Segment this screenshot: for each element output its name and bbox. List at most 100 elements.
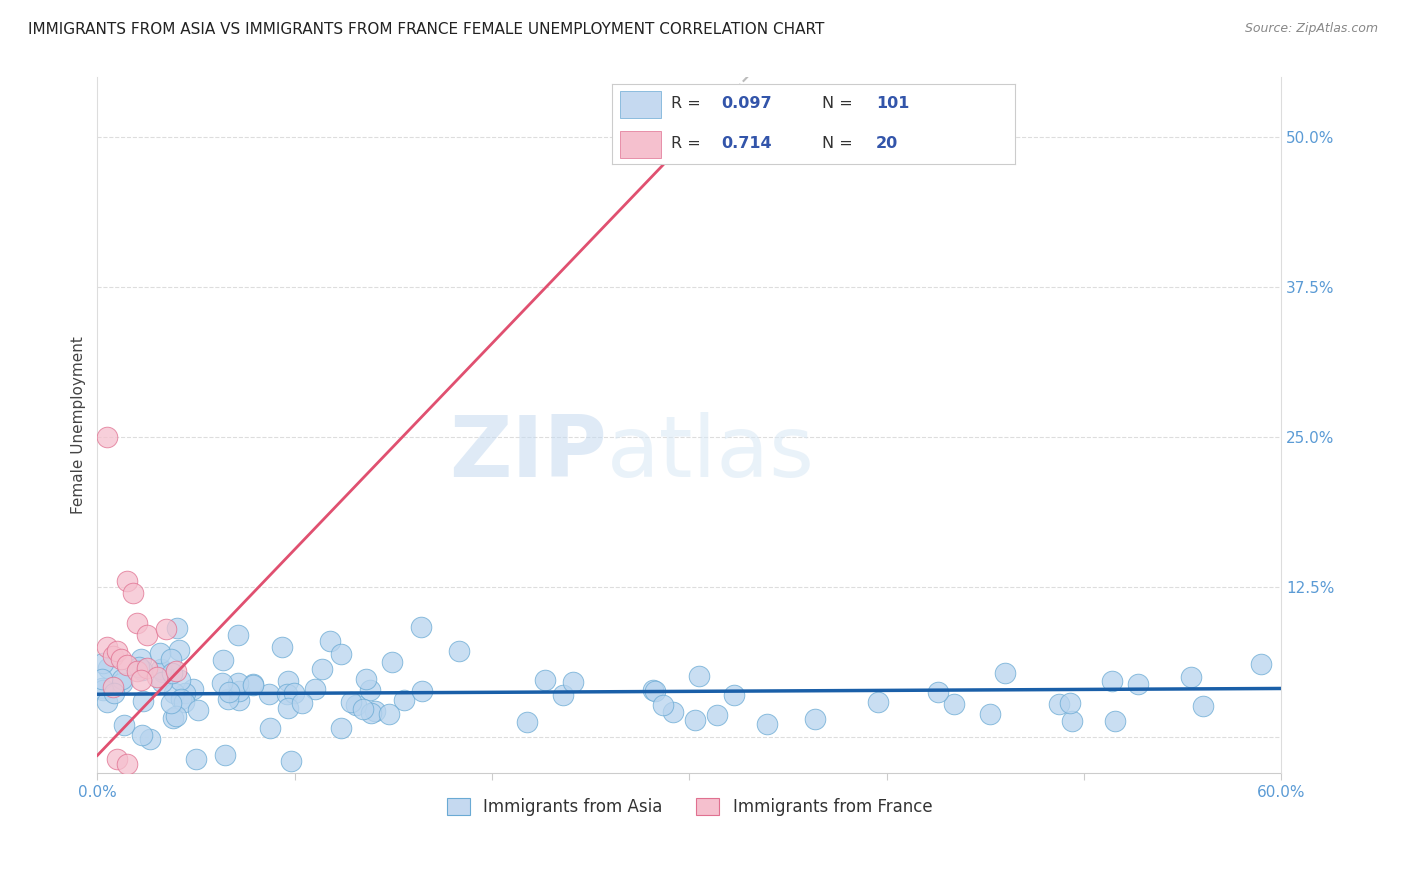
Point [354, 672, 377, 686]
Point [271, 640, 294, 655]
Point [167, 642, 190, 657]
Point [943, 697, 966, 711]
Point [706, 708, 728, 723]
Point [163, 686, 186, 700]
Point [277, 701, 299, 715]
Point [184, 752, 207, 766]
Point [516, 714, 538, 729]
Point [132, 693, 155, 707]
Point [1062, 714, 1084, 728]
Point [644, 683, 666, 698]
Point [90, 672, 112, 686]
Point [131, 728, 153, 742]
Point [218, 685, 240, 699]
Point [170, 691, 193, 706]
Point [96, 430, 118, 444]
Point [291, 696, 314, 710]
Point [1250, 657, 1272, 672]
Point [359, 682, 381, 697]
Legend: Immigrants from Asia, Immigrants from France: Immigrants from Asia, Immigrants from Fr… [439, 789, 941, 824]
Point [927, 684, 949, 698]
Point [111, 675, 134, 690]
Point [344, 698, 367, 712]
Text: atlas: atlas [606, 412, 814, 495]
Point [280, 755, 302, 769]
Point [1180, 669, 1202, 683]
Point [135, 661, 157, 675]
Point [228, 684, 250, 698]
Point [91, 682, 114, 697]
Point [129, 673, 152, 687]
Point [97, 661, 120, 675]
Point [174, 686, 197, 700]
Point [283, 686, 305, 700]
Point [129, 652, 152, 666]
Point [150, 675, 173, 690]
Point [145, 670, 167, 684]
Point [112, 718, 135, 732]
Point [688, 668, 710, 682]
Point [91, 681, 114, 695]
Point [994, 665, 1017, 680]
Point [110, 652, 132, 666]
Point [562, 675, 585, 690]
Point [101, 680, 124, 694]
Point [160, 665, 183, 680]
Point [678, 130, 700, 145]
Point [330, 647, 353, 661]
Point [304, 682, 326, 697]
Point [643, 683, 665, 698]
Point [651, 698, 673, 713]
Point [1059, 697, 1081, 711]
Point [125, 616, 148, 631]
Point [329, 721, 352, 735]
Point [1047, 698, 1070, 712]
Point [756, 716, 779, 731]
Point [276, 687, 298, 701]
Point [149, 646, 172, 660]
Point [131, 663, 153, 677]
Point [352, 702, 374, 716]
Text: ZIP: ZIP [449, 412, 606, 495]
Point [360, 706, 382, 721]
Point [1191, 698, 1213, 713]
Point [115, 574, 138, 589]
Point [319, 634, 342, 648]
Point [803, 712, 825, 726]
Point [169, 673, 191, 687]
Point [1126, 677, 1149, 691]
Point [181, 681, 204, 696]
Point [340, 695, 363, 709]
Point [211, 676, 233, 690]
Text: Source: ZipAtlas.com: Source: ZipAtlas.com [1244, 22, 1378, 36]
Point [162, 711, 184, 725]
Point [165, 709, 187, 723]
Point [979, 707, 1001, 722]
Point [214, 748, 236, 763]
Point [1104, 714, 1126, 728]
Point [242, 677, 264, 691]
Point [683, 713, 706, 727]
Point [115, 756, 138, 771]
Point [122, 586, 145, 600]
Point [138, 732, 160, 747]
Point [242, 678, 264, 692]
Point [447, 644, 470, 658]
Point [226, 628, 249, 642]
Point [364, 704, 387, 718]
Point [212, 653, 235, 667]
Y-axis label: Female Unemployment: Female Unemployment [72, 336, 86, 515]
Point [259, 687, 281, 701]
Point [534, 673, 557, 688]
Point [165, 665, 187, 679]
Point [149, 662, 172, 676]
Point [152, 665, 174, 679]
Point [217, 691, 239, 706]
Point [392, 693, 415, 707]
Point [91, 656, 114, 670]
Point [96, 695, 118, 709]
Point [115, 658, 138, 673]
Point [103, 685, 125, 699]
Point [105, 644, 128, 658]
Point [166, 621, 188, 635]
